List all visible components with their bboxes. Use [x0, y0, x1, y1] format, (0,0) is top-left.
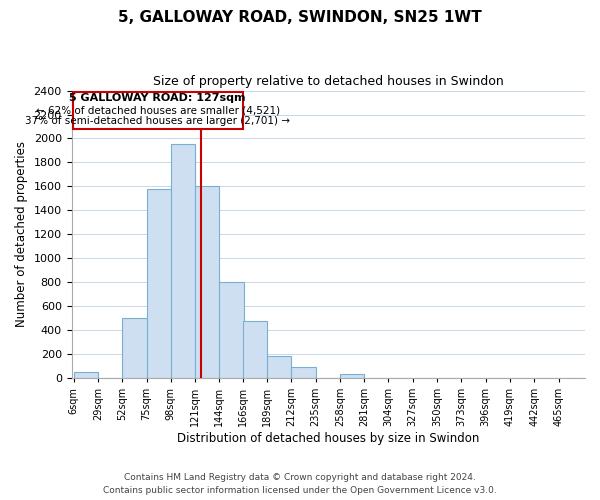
Title: Size of property relative to detached houses in Swindon: Size of property relative to detached ho… [153, 75, 503, 88]
Bar [267, 356, 291, 378]
Bar [146, 190, 171, 378]
X-axis label: Distribution of detached houses by size in Swindon: Distribution of detached houses by size … [177, 432, 479, 445]
FancyBboxPatch shape [73, 92, 242, 129]
Text: 5, GALLOWAY ROAD, SWINDON, SN25 1WT: 5, GALLOWAY ROAD, SWINDON, SN25 1WT [118, 10, 482, 25]
Bar [291, 368, 316, 378]
Text: 5 GALLOWAY ROAD: 127sqm: 5 GALLOWAY ROAD: 127sqm [70, 94, 246, 104]
Bar [220, 282, 244, 378]
Bar [74, 372, 98, 378]
Bar [340, 374, 364, 378]
Bar [195, 186, 220, 378]
Bar [171, 144, 195, 378]
Text: Contains HM Land Registry data © Crown copyright and database right 2024.
Contai: Contains HM Land Registry data © Crown c… [103, 473, 497, 495]
Bar [122, 318, 146, 378]
Bar [242, 320, 267, 378]
Text: ← 62% of detached houses are smaller (4,521): ← 62% of detached houses are smaller (4,… [35, 106, 280, 116]
Y-axis label: Number of detached properties: Number of detached properties [15, 142, 28, 328]
Text: 37% of semi-detached houses are larger (2,701) →: 37% of semi-detached houses are larger (… [25, 116, 290, 126]
